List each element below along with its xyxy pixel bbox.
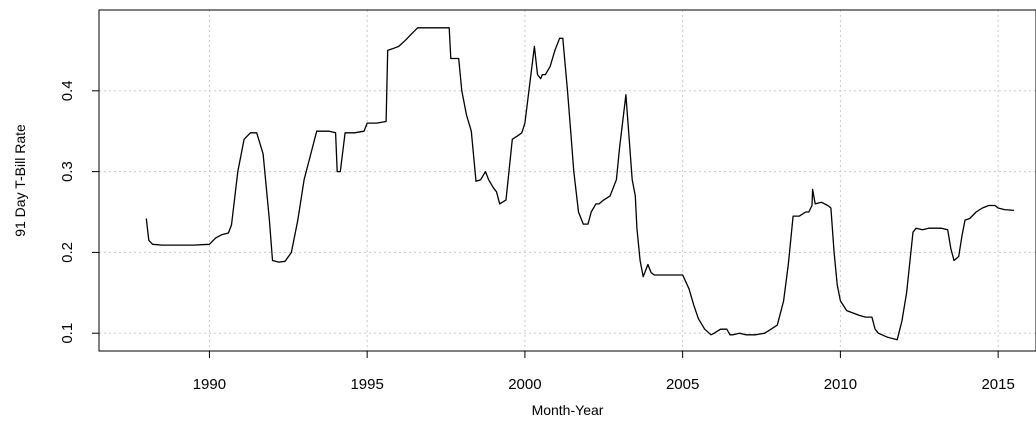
- series-line: [145, 27, 1014, 341]
- axes: 1990 1995 2000 2005 2010 2015 0.1 0.2 0.3 0.4: [59, 80, 1015, 393]
- y-tick-label: 0.4: [59, 80, 76, 101]
- x-tick-label: 2005: [666, 376, 699, 393]
- y-tick-label: 0.2: [59, 242, 76, 263]
- x-tick-label: 2010: [824, 376, 857, 393]
- y-tick-label: 0.1: [59, 323, 76, 344]
- series-layer: [145, 27, 1014, 341]
- y-axis-label: 91 Day T-Bill Rate: [12, 124, 28, 237]
- x-axis-label: Month-Year: [532, 402, 604, 418]
- x-tick-label: 2015: [981, 376, 1014, 393]
- x-tick-label: 1990: [193, 376, 226, 393]
- y-tick-label: 0.3: [59, 161, 76, 182]
- x-tick-label: 1995: [350, 376, 383, 393]
- plot-frame: [98, 9, 1036, 352]
- x-tick-label: 2000: [508, 376, 541, 393]
